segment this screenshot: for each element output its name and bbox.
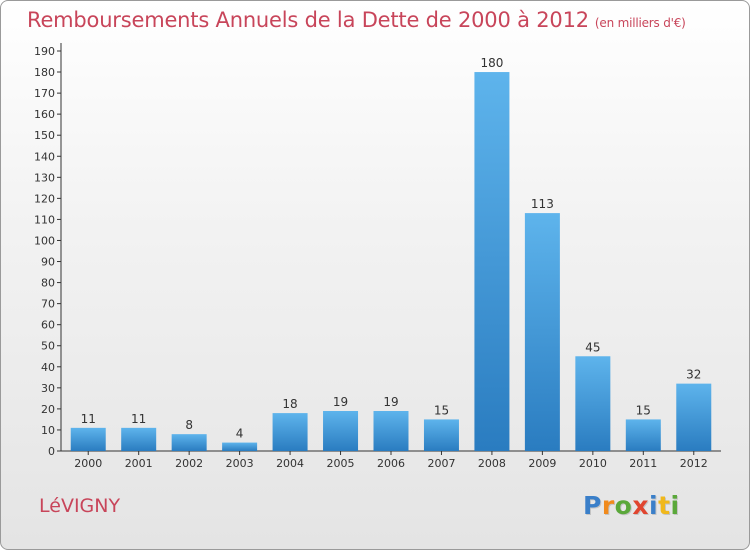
x-tick-label: 2005 [327, 457, 355, 470]
logo-letter-r: r [601, 491, 615, 520]
x-tick-label: 2006 [377, 457, 405, 470]
place-name: LéVIGNY [39, 495, 121, 517]
x-tick-label: 2001 [125, 457, 153, 470]
logo-letter-i1: i [649, 491, 659, 520]
data-label: 180 [480, 56, 503, 70]
proxiti-logo[interactable]: Proxiti [583, 491, 680, 520]
bar-2009 [524, 213, 560, 451]
logo-letter-x: x [632, 491, 649, 520]
y-tick-label: 10 [41, 424, 55, 437]
logo-letter-t: t [658, 491, 671, 520]
data-label: 19 [333, 395, 348, 409]
y-tick-label: 70 [41, 298, 55, 311]
data-label: 11 [131, 412, 146, 426]
data-label: 11 [81, 412, 96, 426]
x-tick-label: 2004 [276, 457, 304, 470]
logo-letter-i2: i [670, 491, 680, 520]
x-tick-label: 2010 [579, 457, 607, 470]
chart-subtitle: (en milliers d'€) [594, 16, 686, 30]
y-tick-label: 90 [41, 256, 55, 269]
x-tick-label: 2003 [226, 457, 254, 470]
bar-2006 [373, 411, 409, 451]
bars: 11 11 8 4 18 19 19 15 180 113 45 15 32 [70, 56, 712, 451]
y-tick-label: 170 [34, 87, 55, 100]
data-label: 8 [185, 418, 193, 432]
y-tick-label: 30 [41, 382, 55, 395]
y-tick-label: 40 [41, 361, 55, 374]
y-tick-label: 80 [41, 277, 55, 290]
x-tick-label: 2012 [680, 457, 708, 470]
data-label: 4 [236, 427, 244, 441]
data-label: 19 [383, 395, 398, 409]
y-tick-label: 100 [34, 234, 55, 247]
chart-title-text: Remboursements Annuels de la Dette de 20… [27, 8, 589, 32]
bar-2010 [575, 356, 611, 451]
x-tick-label: 2009 [528, 457, 556, 470]
data-label: 15 [434, 403, 449, 417]
y-tick-label: 140 [34, 150, 55, 163]
y-tick-label: 0 [48, 445, 55, 458]
y-tick-label: 50 [41, 340, 55, 353]
y-tick-label: 120 [34, 192, 55, 205]
y-tick-label: 130 [34, 171, 55, 184]
x-tick-label: 2008 [478, 457, 506, 470]
y-tick-label: 110 [34, 213, 55, 226]
data-label: 113 [531, 197, 554, 211]
bar-2003 [222, 442, 258, 451]
bar-2004 [272, 413, 308, 451]
y-tick-label: 150 [34, 129, 55, 142]
bar-2005 [323, 411, 359, 451]
data-label: 18 [282, 397, 297, 411]
logo-letter-p: P [583, 491, 602, 520]
y-tick-label: 20 [41, 403, 55, 416]
bar-2001 [121, 427, 157, 451]
y-tick-label: 60 [41, 319, 55, 332]
data-label: 15 [636, 403, 651, 417]
bar-2007 [423, 419, 459, 451]
x-tick-label: 2007 [427, 457, 455, 470]
logo-letter-o: o [614, 491, 633, 520]
x-tick-label: 2011 [629, 457, 657, 470]
bar-2000 [70, 427, 106, 451]
bar-2002 [171, 434, 207, 451]
data-label: 45 [585, 340, 600, 354]
y-tick-label: 180 [34, 66, 55, 79]
bar-2011 [625, 419, 661, 451]
x-tick-label: 2000 [74, 457, 102, 470]
x-tick-label: 2002 [175, 457, 203, 470]
y-tick-label: 160 [34, 108, 55, 121]
data-label: 32 [686, 368, 701, 382]
y-tick-label: 190 [34, 45, 55, 58]
bar-2012 [676, 383, 712, 451]
axes: 0 10 20 30 40 50 60 70 80 90 100 110 120 130 140 150 160… [34, 43, 721, 470]
chart-title: Remboursements Annuels de la Dette de 20… [27, 8, 686, 32]
bar-2008 [474, 72, 510, 451]
